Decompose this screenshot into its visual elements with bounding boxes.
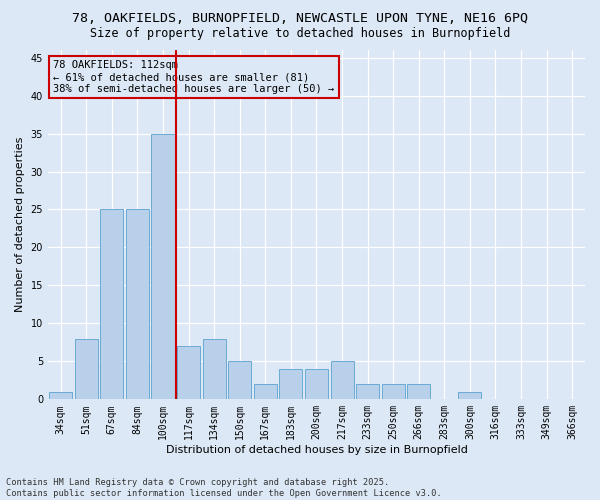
- Bar: [407, 384, 430, 400]
- Bar: [177, 346, 200, 400]
- Bar: [382, 384, 404, 400]
- Bar: [203, 338, 226, 400]
- Text: 78 OAKFIELDS: 112sqm
← 61% of detached houses are smaller (81)
38% of semi-detac: 78 OAKFIELDS: 112sqm ← 61% of detached h…: [53, 60, 335, 94]
- Bar: [100, 210, 124, 400]
- Bar: [331, 362, 353, 400]
- Bar: [75, 338, 98, 400]
- X-axis label: Distribution of detached houses by size in Burnopfield: Distribution of detached houses by size …: [166, 445, 467, 455]
- Bar: [151, 134, 175, 400]
- Bar: [356, 384, 379, 400]
- Bar: [49, 392, 72, 400]
- Bar: [280, 369, 302, 400]
- Bar: [228, 362, 251, 400]
- Text: 78, OAKFIELDS, BURNOPFIELD, NEWCASTLE UPON TYNE, NE16 6PQ: 78, OAKFIELDS, BURNOPFIELD, NEWCASTLE UP…: [72, 12, 528, 26]
- Bar: [305, 369, 328, 400]
- Text: Size of property relative to detached houses in Burnopfield: Size of property relative to detached ho…: [90, 28, 510, 40]
- Bar: [126, 210, 149, 400]
- Y-axis label: Number of detached properties: Number of detached properties: [15, 137, 25, 312]
- Bar: [254, 384, 277, 400]
- Bar: [458, 392, 481, 400]
- Text: Contains HM Land Registry data © Crown copyright and database right 2025.
Contai: Contains HM Land Registry data © Crown c…: [6, 478, 442, 498]
